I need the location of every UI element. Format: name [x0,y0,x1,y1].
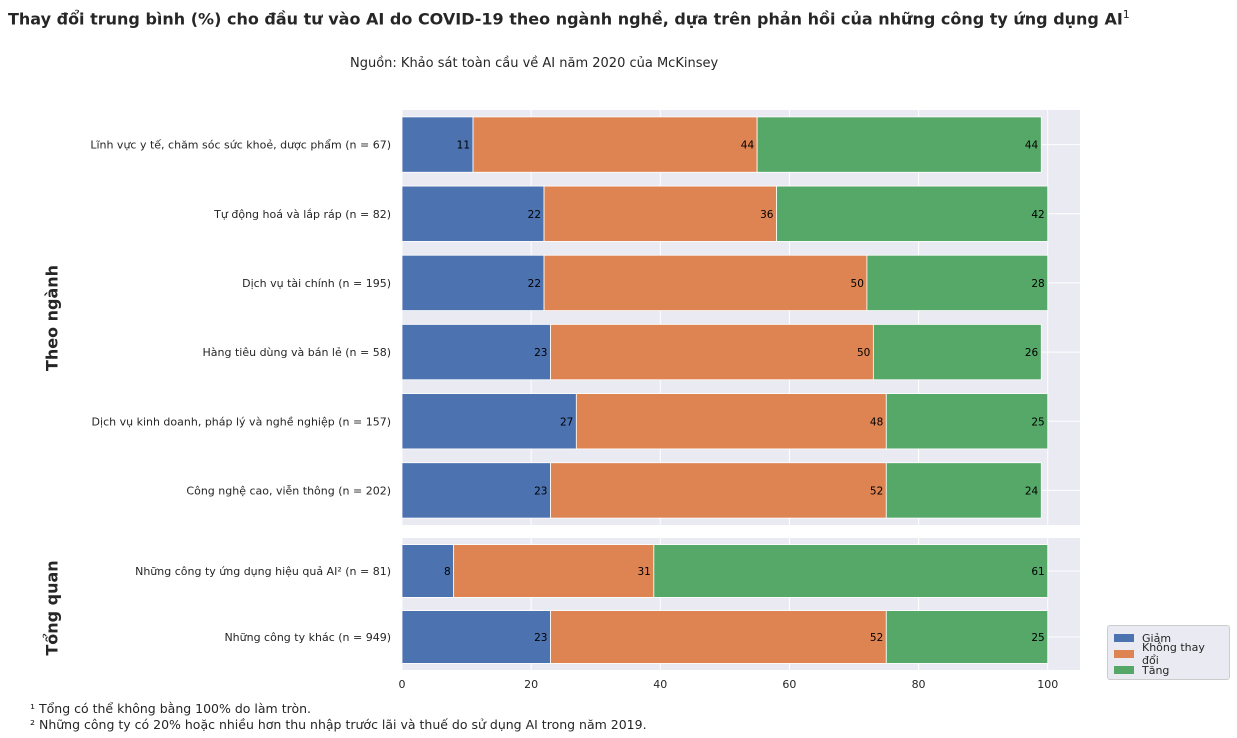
group-label-overview: Tổng quan [42,560,62,656]
bar-segment [401,462,551,519]
data-label: 50 [851,278,864,290]
bar-segment [401,116,474,173]
category-label: Tự động hoá và lắp ráp (n = 82) [213,208,391,221]
x-tick-label: 80 [912,678,926,691]
data-label: 25 [1031,416,1044,428]
x-tick-label: 20 [524,678,538,691]
category-label: Lĩnh vực y tế, chăm sóc sức khoẻ, dược p… [90,139,391,152]
bar-segment [885,462,1042,519]
category-label: Những công ty khác (n = 949) [224,631,391,644]
x-tick-label: 60 [782,678,796,691]
bar-segment [401,254,545,311]
chart-subtitle: Nguồn: Khảo sát toàn cầu về AI năm 2020 … [350,56,719,71]
bar-segment [543,254,868,311]
footnote-2: ² Những công ty có 20% hoặc nhiều hơn th… [30,717,647,732]
data-label: 23 [534,485,547,497]
legend-label-decrease: Giảm [1142,631,1172,645]
chart-title-text: Thay đổi trung bình (%) cho đầu tư vào A… [8,9,1123,29]
data-label: 24 [1025,485,1039,497]
bar-segment [575,393,887,450]
data-label: 36 [760,209,774,221]
chart-title: Thay đổi trung bình (%) cho đầu tư vào A… [8,8,1130,28]
bar-segment [401,610,551,664]
data-label: 44 [741,140,755,152]
bar-segment [550,610,887,664]
category-label: Những công ty ứng dụng hiệu quả AI² (n =… [135,565,391,578]
data-label: 23 [534,632,547,644]
bar-segment [885,610,1049,664]
legend-label-increase: Tăng [1142,663,1170,677]
data-label: 26 [1025,347,1039,359]
legend-item-increase: Tăng [1114,662,1223,678]
bar-segment [550,462,887,519]
footnote-1: ¹ Tổng có thể không bằng 100% do làm trò… [30,701,311,716]
chart-legend: Giảm Không thay đổi Tăng [1107,625,1230,680]
data-label: 31 [637,566,650,578]
data-label: 25 [1031,632,1044,644]
data-label: 27 [560,416,573,428]
legend-swatch-no-change [1114,650,1134,658]
x-tick-label: 40 [653,678,667,691]
group-label-industry: Theo ngành [42,264,62,372]
bar-segment [776,185,1049,242]
data-label: 23 [534,347,547,359]
bar-segment [472,116,758,173]
bar-segment [401,544,455,598]
bar-segment [401,393,577,450]
data-label: 42 [1031,209,1044,221]
data-label: 44 [1025,140,1039,152]
bar-segment [401,185,545,242]
data-label: 28 [1031,278,1044,290]
data-label: 8 [444,566,451,578]
data-label: 50 [857,347,870,359]
data-label: 52 [870,632,883,644]
legend-swatch-decrease [1114,634,1134,642]
legend-label-no-change: Không thay đổi [1142,641,1205,667]
data-label: 52 [870,485,883,497]
bar-segment [653,544,1049,598]
legend-swatch-increase [1114,666,1134,674]
bar-segment [756,116,1042,173]
footnotes: ¹ Tổng có thể không bằng 100% do làm trò… [30,701,647,733]
bar-segment [401,324,551,381]
data-label: 11 [457,140,470,152]
x-tick-label: 0 [399,678,406,691]
bar-segment [453,544,655,598]
data-label: 48 [870,416,883,428]
category-label: Dịch vụ kinh doanh, pháp lý và nghề nghi… [92,415,391,428]
title-footnote-mark: 1 [1122,8,1130,21]
legend-item-no-change: Không thay đổi [1114,641,1223,667]
bar-segment [872,324,1042,381]
category-label: Công nghệ cao, viễn thông (n = 202) [186,484,391,497]
plot-area-0 [402,110,1080,525]
data-label: 22 [528,209,541,221]
data-label: 22 [528,278,541,290]
category-label: Hàng tiêu dùng và bán lẻ (n = 58) [203,346,392,359]
bar-segment [550,324,874,381]
data-label: 61 [1031,566,1044,578]
x-tick-label: 100 [1037,678,1058,691]
bar-segment [885,393,1049,450]
category-label: Dịch vụ tài chính (n = 195) [242,277,391,290]
bar-segment [543,185,777,242]
bar-segment [866,254,1049,311]
legend-item-decrease: Giảm [1114,630,1223,646]
